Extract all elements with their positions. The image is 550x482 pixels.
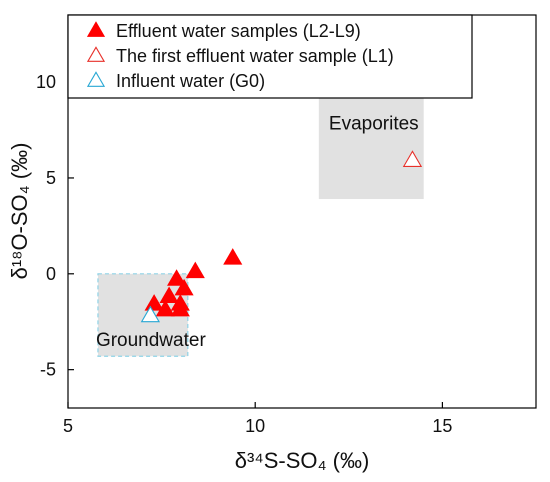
legend-label-1: The first effluent water sample (L1) xyxy=(116,46,394,66)
x-tick-label: 5 xyxy=(63,416,73,436)
data-point-series0-2 xyxy=(159,286,179,304)
y-tick-label: -5 xyxy=(40,360,56,380)
legend-marker-0 xyxy=(86,21,106,37)
x-tick-label: 15 xyxy=(432,416,452,436)
legend-box xyxy=(67,14,473,99)
x-axis-title: δ³⁴S-SO₄ (‰) xyxy=(235,448,370,473)
legend-label-2: Influent water (G0) xyxy=(116,71,265,91)
region-label-groundwater: Groundwater xyxy=(96,330,207,351)
y-tick-label: 10 xyxy=(36,72,56,92)
region-label-evaporites: Evaporites xyxy=(329,114,419,135)
regions-layer: Evaporites Groundwater xyxy=(96,93,424,357)
data-point-series0-5 xyxy=(170,299,190,317)
data-point-series0-1 xyxy=(155,299,175,317)
data-point-series0-0 xyxy=(144,294,164,311)
region-evaporites-box xyxy=(318,93,424,200)
y-tick-label: 0 xyxy=(46,264,56,284)
legend-label-0: Effluent water samples (L2-L9) xyxy=(116,21,361,41)
x-tick-label: 10 xyxy=(245,416,265,436)
y-tick-label: 5 xyxy=(46,168,56,188)
data-point-series0-6 xyxy=(174,278,194,296)
data-point-series0-3 xyxy=(167,269,187,286)
data-marks-layer xyxy=(140,150,423,323)
data-point-series0-7 xyxy=(185,261,205,279)
data-point-series0-8 xyxy=(223,248,243,265)
y-axis-title: δ¹⁸O-SO₄ (‰) xyxy=(7,143,32,280)
data-point-series1-0 xyxy=(402,150,423,167)
legend-marker-2 xyxy=(86,71,106,87)
legend: Effluent water samples (L2-L9) The first … xyxy=(67,14,473,99)
data-point-series2-0 xyxy=(140,305,161,323)
ticks-layer: 5 10 15 -5 0 5 10 xyxy=(36,72,452,436)
legend-marker-1 xyxy=(86,46,106,62)
